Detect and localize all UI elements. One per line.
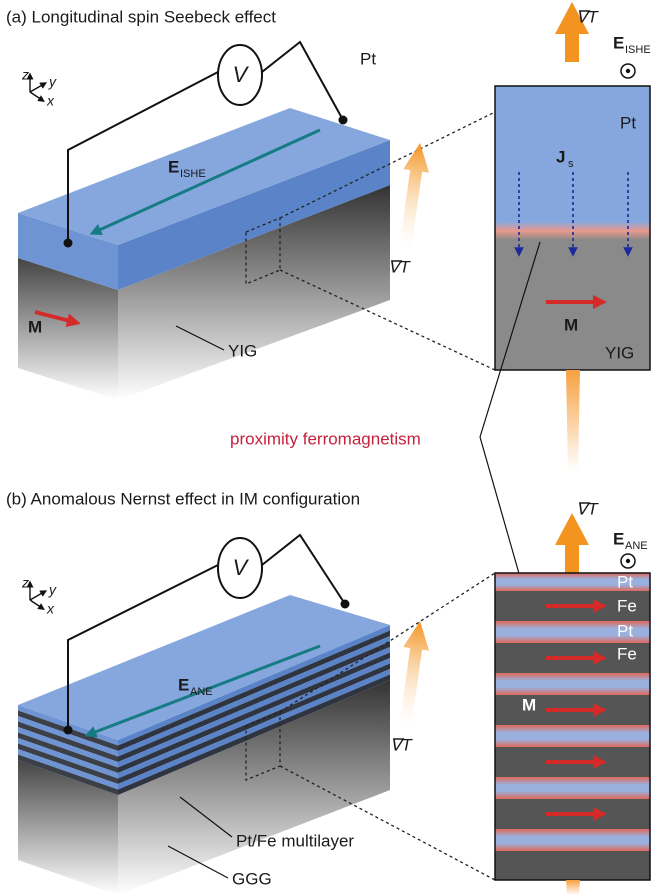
substrate-label: YIG: [228, 341, 257, 360]
axes-icon: z y x: [21, 67, 57, 109]
axis-label: z: [21, 67, 29, 83]
layer-label: Fe: [617, 596, 637, 615]
panel-a: (a) Longitudinal spin Seebeck effect z y…: [6, 2, 651, 470]
contact: [64, 726, 73, 735]
voltmeter-label: V: [233, 555, 250, 580]
axis-label: z: [21, 575, 29, 591]
gradient-arrow: [392, 141, 433, 252]
axis-arrow: [30, 92, 42, 100]
gradient-label: ∇T: [576, 7, 599, 26]
axes-icon: z y x: [21, 575, 57, 617]
contact: [339, 116, 348, 125]
axis-label: y: [48, 582, 57, 598]
annotation-leader: [480, 437, 522, 584]
wire: [262, 42, 343, 120]
layer-label: Pt: [617, 621, 633, 640]
field-subscript: ANE: [625, 540, 648, 552]
voltmeter-label: V: [233, 62, 250, 87]
figure: (a) Longitudinal spin Seebeck effect z y…: [0, 0, 658, 895]
layer-label: Pt: [620, 113, 636, 132]
layer-label: Pt: [617, 572, 633, 591]
pt-band: [495, 725, 650, 747]
field-subscript: ISHE: [180, 168, 206, 180]
panel-title: (b) Anomalous Nernst effect in IM config…: [6, 489, 360, 508]
panel-title: (a) Longitudinal spin Seebeck effect: [6, 7, 276, 26]
gradient-arrow: [555, 513, 589, 573]
out-of-plane-dot: [626, 69, 630, 73]
gradient-label: ∇T: [388, 257, 411, 276]
field-label: E: [178, 675, 189, 694]
gradient-label: ∇T: [390, 735, 413, 754]
magnetization-label: M: [522, 695, 536, 714]
axis-arrow: [30, 84, 44, 92]
gradient-tail: [566, 880, 580, 895]
multilayer-label: Pt/Fe multilayer: [236, 831, 354, 850]
field-label: E: [613, 529, 624, 548]
axis-arrow: [30, 592, 44, 600]
gradient-label: ∇T: [576, 499, 599, 518]
current-subscript: s: [568, 158, 574, 170]
out-of-plane-dot: [626, 559, 630, 563]
field-label: E: [613, 33, 624, 52]
gradient-tail: [566, 370, 580, 470]
contact: [341, 600, 350, 609]
contact: [64, 239, 73, 248]
magnetization-label: M: [28, 317, 42, 336]
layer-label: Fe: [617, 644, 637, 663]
field-subscript: ISHE: [625, 44, 651, 56]
axis-label: y: [48, 74, 57, 90]
axis-arrow: [30, 600, 42, 608]
layer-label: Pt: [360, 49, 376, 68]
axis-label: x: [46, 93, 55, 109]
inset-interface: [495, 222, 650, 240]
axis-label: x: [46, 601, 55, 617]
pt-band: [495, 829, 650, 851]
annotation: proximity ferromagnetism: [230, 429, 421, 448]
current-label: J: [556, 147, 565, 166]
field-label: E: [168, 157, 179, 176]
pt-band: [495, 673, 650, 695]
substrate-label: GGG: [232, 869, 272, 888]
gradient-arrow-shape: [392, 141, 433, 252]
magnetization-label: M: [564, 315, 578, 334]
panel-b: (b) Anomalous Nernst effect in IM config…: [6, 489, 650, 895]
pt-band: [495, 777, 650, 799]
field-subscript: ANE: [190, 686, 213, 698]
wire: [262, 535, 345, 604]
layer-label: YIG: [605, 343, 634, 362]
